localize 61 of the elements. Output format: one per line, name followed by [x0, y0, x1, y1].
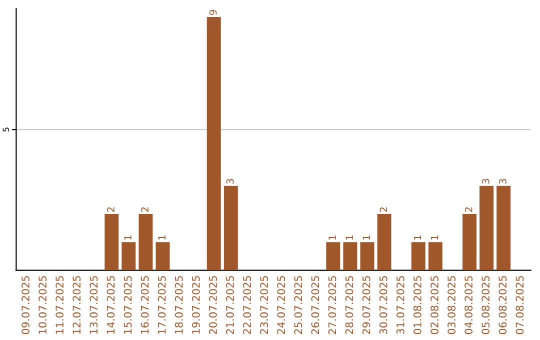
- x-tick-label: 18.07.2025: [174, 276, 183, 334]
- x-tick-label: 13.07.2025: [90, 276, 98, 334]
- x-tick-label: 05.08.2025: [482, 276, 490, 334]
- x-tick-label: 17.07.2025: [158, 276, 166, 334]
- x-tick-label: 27.07.2025: [328, 276, 336, 334]
- data-label: 1: [158, 235, 166, 240]
- bar: [104, 214, 119, 270]
- data-label: 2: [141, 207, 148, 212]
- data-label: 1: [346, 235, 353, 240]
- x-tick-label: 28.07.2025: [345, 276, 354, 334]
- data-label: 9: [209, 10, 217, 15]
- x-tick-label: 25.07.2025: [294, 276, 302, 334]
- x-tick-label: 02.08.2025: [430, 276, 438, 334]
- x-tick-label: 31.07.2025: [396, 276, 404, 334]
- data-label: 2: [107, 207, 114, 212]
- bar: [360, 242, 374, 270]
- data-label: 2: [380, 207, 387, 212]
- bar: [343, 242, 358, 270]
- bar: [138, 214, 153, 270]
- x-tick-label: 01.08.2025: [413, 276, 422, 334]
- x-tick-label: 29.07.2025: [362, 276, 370, 334]
- data-label: 3: [226, 179, 234, 184]
- bar: [411, 242, 426, 270]
- x-tick-label: 15.07.2025: [124, 276, 132, 334]
- x-tick-label: 22.07.2025: [243, 276, 251, 334]
- x-tick-label: 04.08.2025: [464, 276, 472, 334]
- x-tick-label: 20.07.2025: [209, 276, 217, 334]
- bar: [480, 186, 494, 270]
- bar: [428, 242, 442, 270]
- data-label: 1: [362, 235, 370, 240]
- x-tick-label: 21.07.2025: [226, 276, 234, 334]
- bar: [462, 214, 476, 270]
- data-label: 1: [124, 235, 132, 240]
- x-tick-label: 16.07.2025: [140, 276, 149, 334]
- bar: [496, 186, 511, 270]
- x-tick-label: 11.07.2025: [56, 276, 64, 334]
- data-label: 1: [414, 235, 422, 240]
- data-label: 2: [464, 207, 472, 212]
- x-tick-label: 10.07.2025: [38, 276, 46, 334]
- x-tick-label: 26.07.2025: [311, 276, 320, 334]
- bar: [326, 242, 340, 270]
- data-label: 1: [430, 235, 438, 240]
- data-label: 3: [482, 179, 490, 184]
- x-tick-label: 09.07.2025: [22, 276, 30, 334]
- data-label: 3: [499, 179, 506, 184]
- x-tick-label: 06.08.2025: [498, 276, 507, 334]
- bar: [122, 242, 136, 270]
- x-tick-label: 07.08.2025: [516, 276, 524, 334]
- data-label: 1: [328, 235, 336, 240]
- bar: [224, 186, 238, 270]
- x-tick-label: 12.07.2025: [72, 276, 81, 334]
- x-tick-label: 23.07.2025: [260, 276, 268, 334]
- x-tick-label: 14.07.2025: [106, 276, 115, 334]
- x-tick-label: 19.07.2025: [192, 276, 200, 334]
- bar: [206, 16, 221, 270]
- bar: [377, 214, 392, 270]
- x-tick-label: 30.07.2025: [379, 276, 388, 334]
- y-tick-label: 5: [2, 128, 10, 132]
- bar: [156, 242, 170, 270]
- x-tick-label: 24.07.2025: [277, 276, 286, 334]
- x-tick-label: 03.08.2025: [448, 276, 456, 334]
